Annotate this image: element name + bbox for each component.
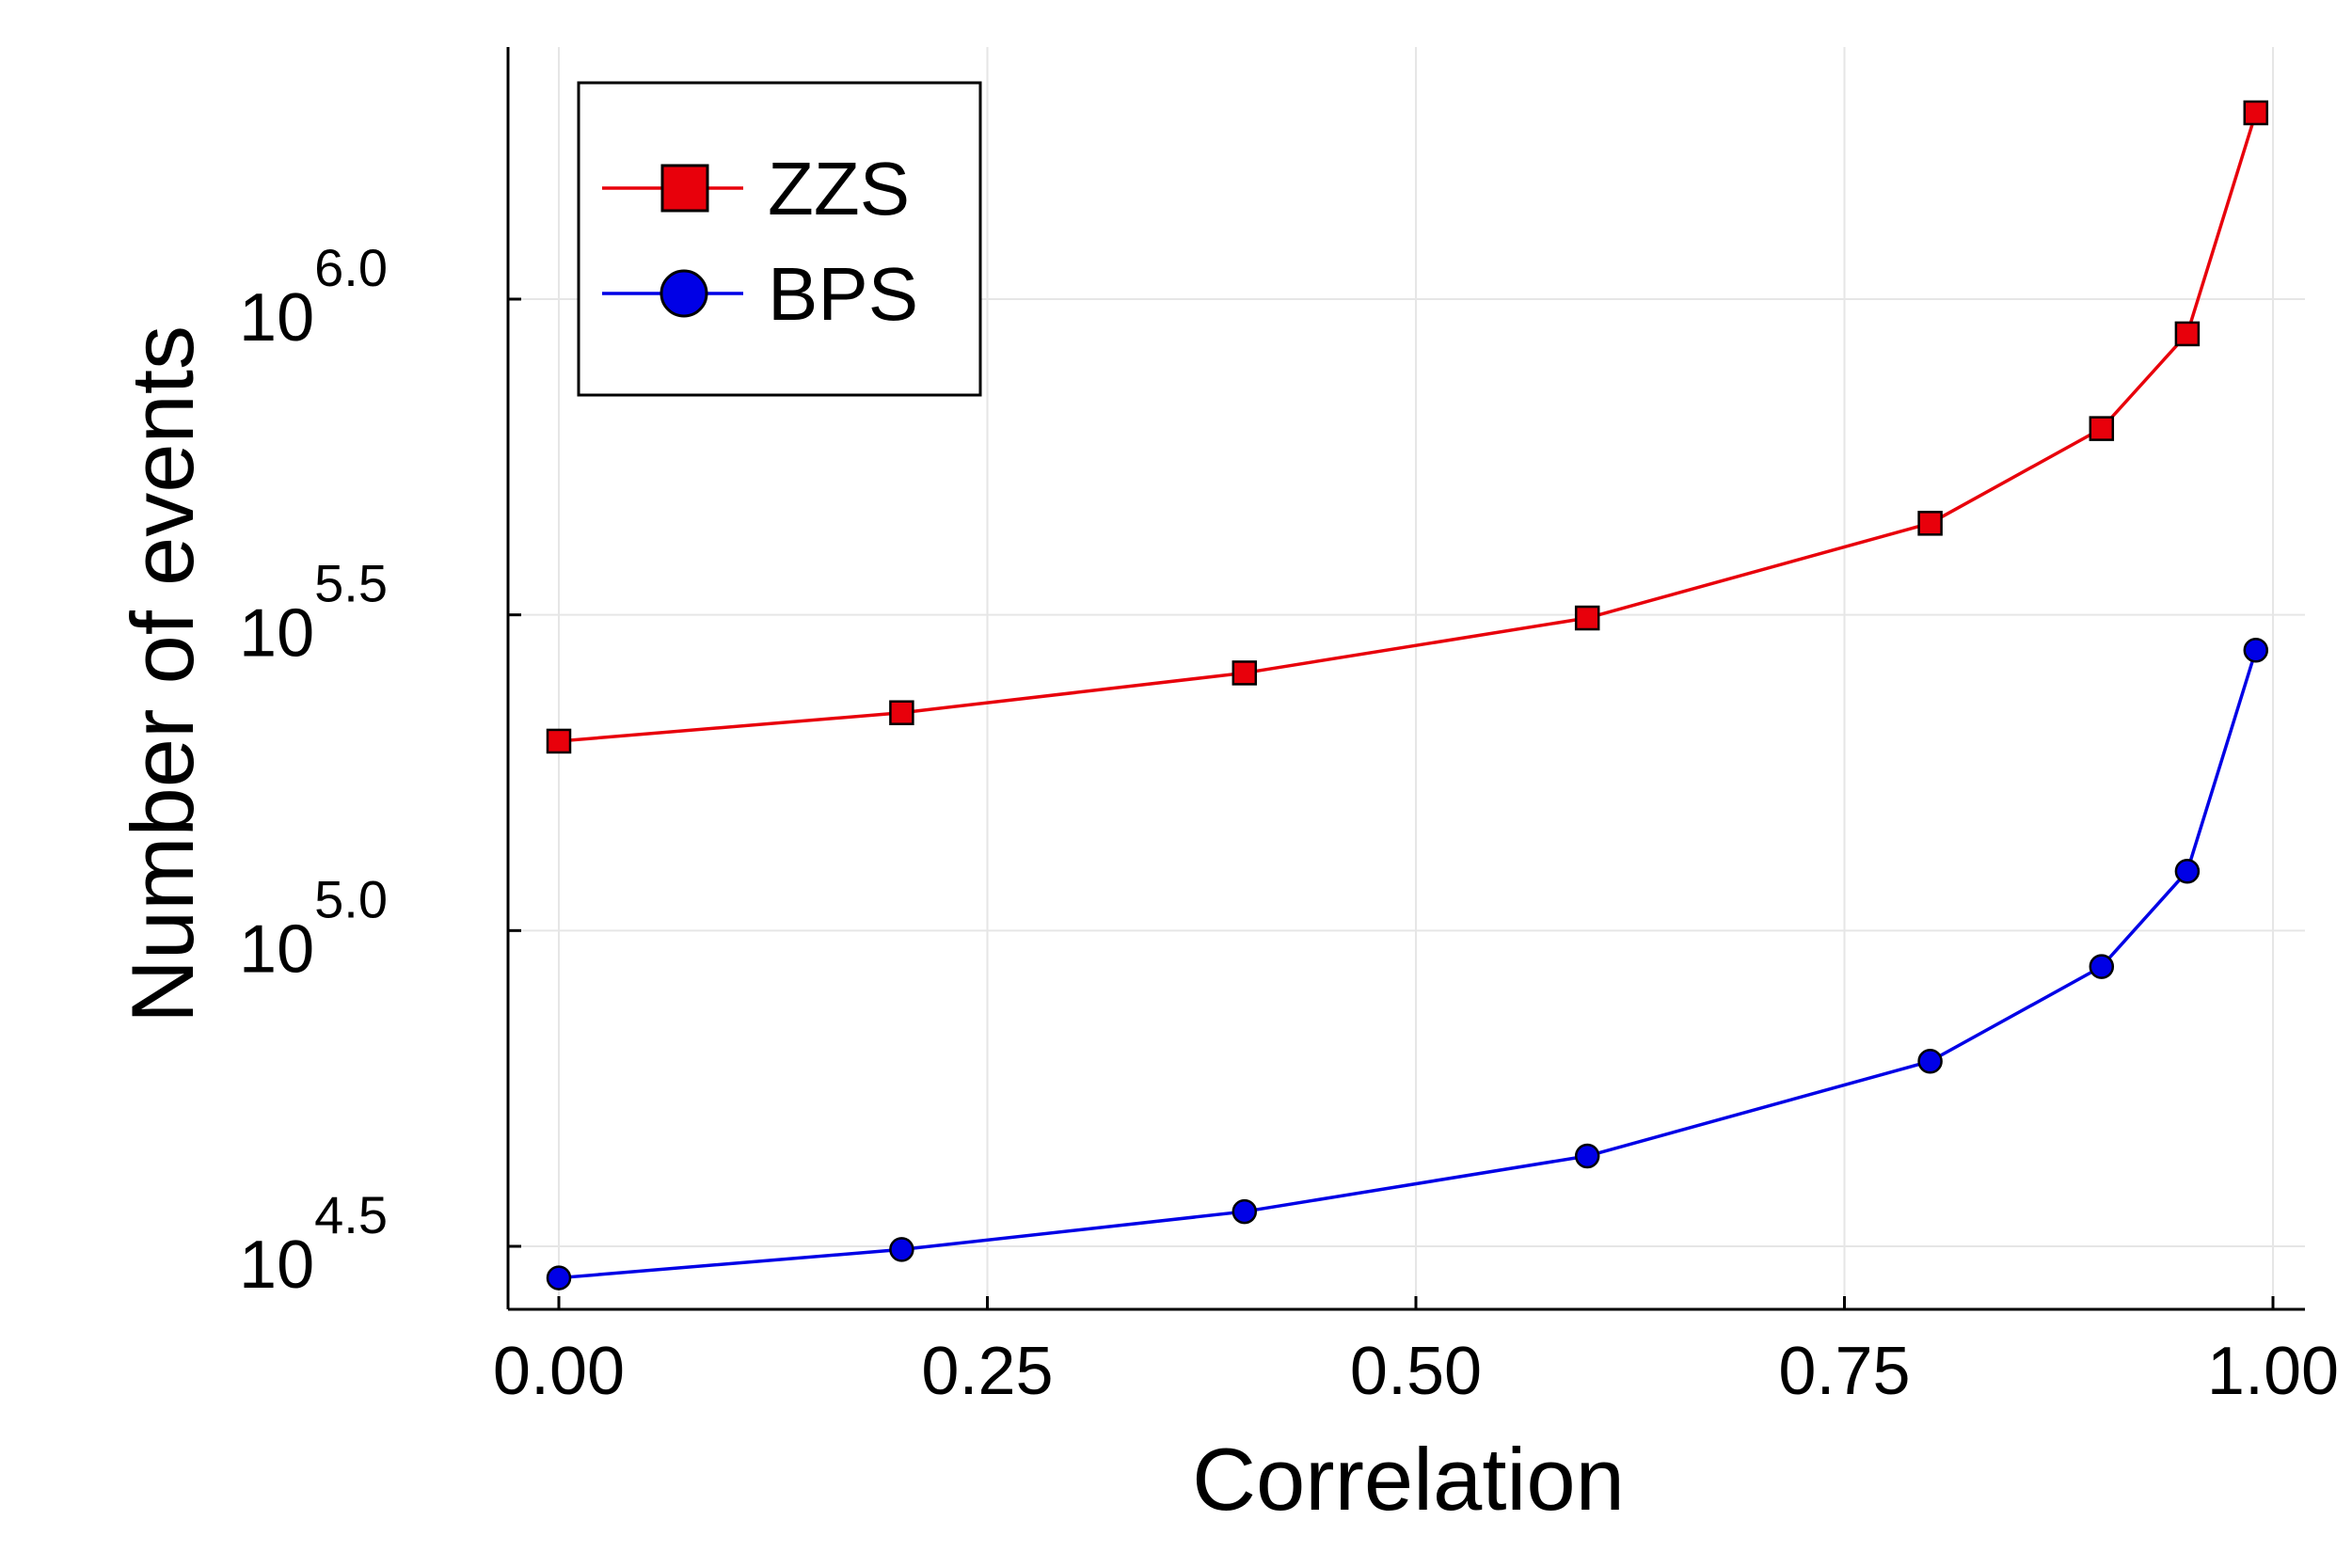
y-tick-exponent: 5.5 [314, 554, 388, 613]
x-tick-label: 0.00 [493, 1334, 625, 1409]
tick-labels: 0.00 0.25 0.50 0.75 1.00 104.5 105.0 105.5 106.0 [239, 238, 2339, 1409]
y-tick-exponent: 4.5 [314, 1185, 388, 1244]
data-point-zzs [2089, 416, 2115, 441]
grid-lines [508, 47, 2305, 1309]
data-point-zzs [1574, 605, 1600, 631]
legend-marker-square [660, 164, 709, 213]
x-tick-label: 0.25 [921, 1334, 1053, 1409]
x-axis-title: Correlation [1192, 1430, 1625, 1528]
y-tick-label: 105.0 [239, 869, 388, 987]
x-tick-label: 0.50 [1350, 1334, 1482, 1409]
x-tick-label: 0.75 [1778, 1334, 1910, 1409]
y-tick-label: 104.5 [239, 1185, 388, 1303]
data-point-bps [2174, 858, 2201, 884]
legend: ZZS BPS [577, 81, 982, 397]
data-point-bps [2243, 638, 2269, 663]
y-tick-exponent: 5.0 [314, 869, 388, 928]
data-point-bps [1574, 1143, 1600, 1169]
legend-label: BPS [768, 252, 918, 336]
y-axis-title: Number of events [113, 325, 212, 1023]
data-point-bps [1917, 1049, 1943, 1074]
y-tick-label: 106.0 [239, 238, 388, 356]
data-point-bps [546, 1265, 572, 1291]
x-tick-label: 1.00 [2207, 1334, 2339, 1409]
axes [506, 47, 2305, 1311]
series-line-bps [558, 649, 2258, 1280]
legend-box [577, 81, 982, 397]
y-tick-exponent: 6.0 [314, 238, 388, 297]
legend-marker-circle [660, 269, 708, 318]
legend-label: ZZS [768, 147, 910, 230]
series-layer [546, 100, 2269, 1291]
data-point-zzs [1232, 660, 1258, 686]
data-point-bps [1232, 1198, 1258, 1225]
data-point-zzs [2174, 321, 2201, 347]
data-point-bps [2089, 954, 2115, 979]
y-tick-label: 105.5 [239, 554, 388, 672]
data-point-zzs [2243, 100, 2269, 126]
series-line-zzs [558, 112, 2258, 743]
data-point-zzs [546, 728, 572, 754]
data-point-zzs [1917, 511, 1943, 536]
data-point-zzs [889, 700, 914, 725]
data-point-bps [889, 1237, 914, 1262]
